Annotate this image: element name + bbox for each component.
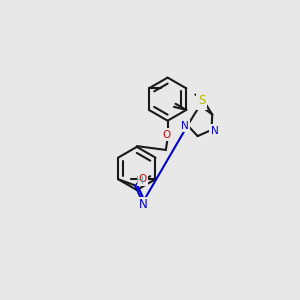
Text: H: H [136, 176, 144, 186]
Text: N: N [211, 126, 218, 136]
Text: N: N [198, 99, 206, 109]
Text: N: N [181, 121, 188, 131]
Text: O: O [163, 130, 171, 140]
Text: S: S [198, 94, 205, 107]
Text: O: O [138, 174, 146, 184]
Text: N: N [138, 198, 147, 211]
